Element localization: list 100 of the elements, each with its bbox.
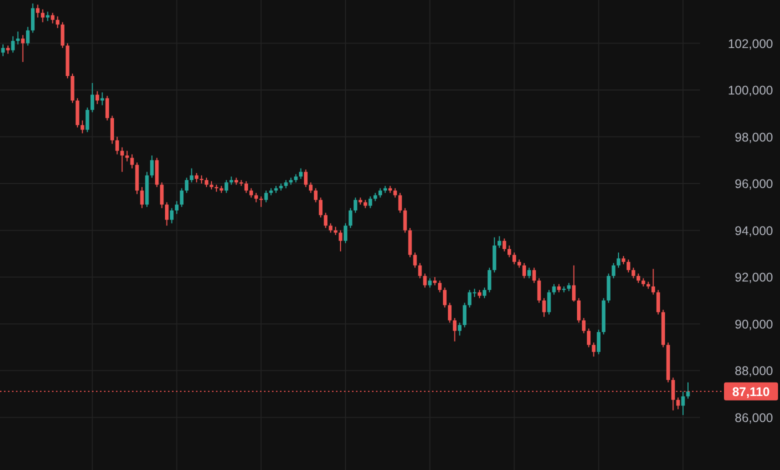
candlestick — [537, 278, 541, 304]
candlestick — [547, 289, 551, 316]
candlestick — [249, 188, 253, 198]
candlestick — [576, 298, 581, 324]
candlestick — [318, 197, 322, 218]
candlestick — [458, 322, 462, 336]
candlestick — [50, 12, 54, 24]
candlestick — [338, 230, 342, 252]
candlestick — [527, 267, 531, 279]
candlestick — [324, 212, 328, 228]
candlestick — [46, 11, 50, 22]
candlestick — [512, 252, 516, 265]
candlestick — [165, 202, 169, 226]
candlestick — [423, 273, 427, 288]
candlestick — [120, 146, 124, 172]
candlestick — [16, 31, 20, 45]
candlestick — [552, 284, 556, 296]
candlestick — [328, 222, 332, 234]
candlestick — [632, 267, 636, 279]
candlestick — [26, 26, 30, 46]
candlestick — [190, 168, 194, 183]
candlestick — [636, 273, 640, 284]
candlestick — [612, 262, 616, 279]
candlestick — [314, 188, 318, 203]
candlestick — [184, 177, 188, 194]
candlestick — [348, 208, 352, 228]
candlestick — [244, 180, 248, 194]
candlestick — [1, 44, 5, 57]
candlestick — [393, 188, 397, 198]
candlestick — [86, 107, 90, 133]
candlestick — [378, 188, 382, 198]
candlestick — [482, 287, 486, 299]
candlestick — [110, 115, 114, 144]
candlestick — [36, 4, 40, 18]
candlestick — [56, 16, 60, 29]
candlestick — [204, 177, 208, 188]
candlestick — [105, 95, 110, 121]
candlestick — [448, 302, 452, 324]
candlestick — [125, 150, 129, 162]
candlestick — [354, 197, 358, 214]
candlestick — [532, 267, 536, 284]
y-tick-label: 86,000 — [734, 410, 774, 425]
candlestick — [170, 208, 174, 224]
candlestick — [651, 268, 656, 296]
candlestick — [115, 136, 119, 155]
candlestick — [194, 172, 198, 183]
candlestick — [254, 192, 258, 203]
candlestick — [60, 22, 64, 48]
candlestick — [418, 262, 422, 279]
candlestick — [586, 328, 591, 348]
candlestick — [676, 397, 680, 410]
candlestick — [368, 196, 372, 209]
candlestick — [502, 238, 506, 252]
candlestick — [21, 34, 25, 62]
candlestick — [656, 289, 660, 316]
candlestick — [488, 267, 492, 293]
candlestick — [626, 259, 630, 273]
candlestick — [681, 391, 685, 416]
candlestick — [508, 245, 512, 258]
candlestick — [30, 3, 35, 34]
y-tick-label: 98,000 — [734, 130, 774, 144]
candlestick — [442, 287, 447, 308]
candlestick — [542, 298, 546, 318]
candlestick — [616, 252, 620, 268]
y-tick-label: 102,000 — [728, 36, 774, 51]
candlestick — [264, 190, 268, 203]
candlestick — [100, 92, 104, 106]
candlestick — [582, 318, 586, 334]
candlestick — [438, 280, 442, 293]
candlestick — [160, 182, 164, 209]
candlestick — [522, 262, 526, 279]
candlestick — [686, 382, 690, 400]
y-tick-label: 94,000 — [734, 224, 774, 238]
candlestick — [96, 90, 100, 105]
y-tick-label: 90,000 — [734, 317, 774, 332]
candlestick — [592, 342, 596, 358]
y-tick-label: 100,000 — [728, 84, 774, 98]
candlestick — [299, 168, 303, 180]
y-tick-label: 96,000 — [734, 177, 774, 192]
candlestick — [344, 222, 348, 244]
y-tick-label: 92,000 — [734, 270, 774, 285]
candlestick — [498, 236, 502, 248]
candlestick — [130, 154, 134, 169]
candlestick — [403, 208, 407, 234]
candlestick — [428, 278, 432, 288]
candlestick — [452, 318, 457, 342]
candlestick — [11, 36, 15, 54]
candlestick — [150, 155, 154, 178]
candlestick — [140, 186, 144, 209]
candlestick — [174, 200, 179, 214]
candlestick — [462, 302, 466, 328]
candlestick — [180, 188, 184, 208]
candlestick — [90, 82, 94, 113]
candlestick — [572, 264, 576, 302]
candlestick — [304, 169, 308, 188]
candlestick — [398, 192, 402, 214]
candlestick — [308, 182, 313, 194]
candlestick — [224, 180, 228, 194]
candlestick — [40, 8, 45, 23]
ref-line-label: 87,110 — [732, 384, 770, 399]
